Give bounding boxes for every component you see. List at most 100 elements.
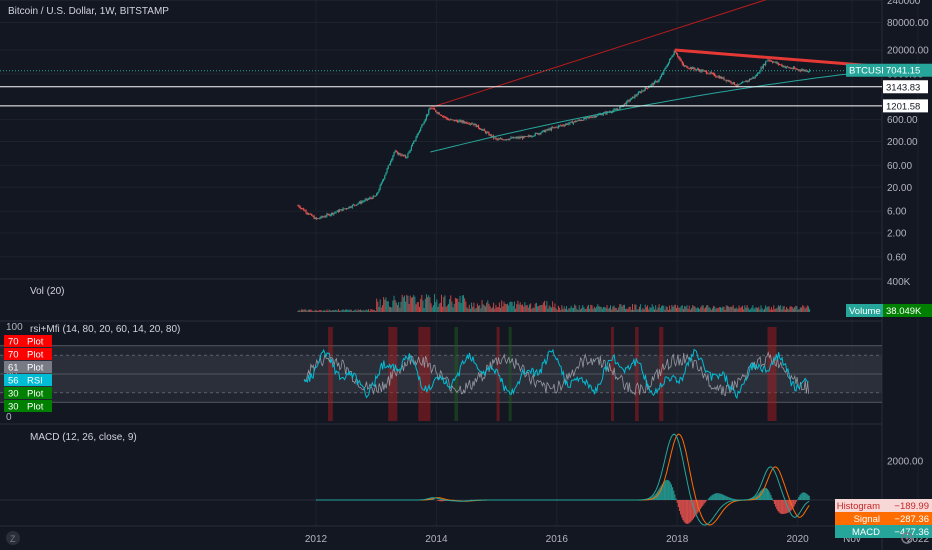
- volume-bar: [480, 308, 482, 312]
- volume-bar: [621, 306, 623, 312]
- price-candle: [323, 216, 326, 218]
- volume-bar: [738, 305, 740, 312]
- volume-bar: [399, 307, 401, 312]
- price-candle: [300, 208, 303, 210]
- price-candle: [385, 172, 387, 176]
- channel-trendline[interactable]: [430, 0, 791, 109]
- price-candle: [494, 137, 496, 139]
- macd-histogram-bar: [687, 500, 689, 524]
- macd-histogram-bar: [678, 500, 681, 511]
- price-candle: [438, 112, 440, 115]
- volume-bar: [307, 309, 309, 312]
- volume-bar: [299, 310, 301, 312]
- price-candle: [678, 56, 680, 58]
- volume-bar: [450, 295, 452, 312]
- volume-bar: [714, 306, 716, 312]
- volume-bar: [400, 301, 402, 312]
- volume-bar: [575, 305, 577, 312]
- volume-bar: [743, 309, 745, 312]
- volume-bar: [556, 309, 558, 312]
- price-candle: [657, 80, 659, 83]
- volume-bar: [473, 302, 475, 312]
- volume-bar: [606, 305, 608, 312]
- price-candle: [305, 210, 307, 213]
- price-candle: [613, 109, 615, 111]
- volume-bar: [763, 308, 765, 312]
- price-candle: [582, 120, 584, 122]
- macd-histogram-bar: [667, 479, 669, 500]
- price-candle: [562, 125, 564, 126]
- mfi-line[interactable]: [303, 351, 810, 397]
- volume-bar: [496, 307, 498, 312]
- time-tick-label: 2022: [907, 534, 930, 545]
- price-candle: [615, 109, 617, 111]
- volume-bar: [397, 304, 399, 312]
- price-candle: [423, 121, 425, 125]
- volume-pane[interactable]: 400K: [297, 277, 911, 312]
- volume-bar: [333, 310, 335, 312]
- price-candle: [432, 108, 434, 110]
- volume-bar: [421, 294, 423, 312]
- macd-histogram-bar: [712, 494, 714, 500]
- price-candle: [381, 180, 384, 183]
- macd-histogram-bar: [792, 500, 794, 509]
- macd-histogram-bar: [728, 497, 730, 500]
- macd-histogram-bar: [670, 484, 673, 500]
- price-candle: [341, 209, 343, 211]
- level-badge: 3143.83: [883, 80, 928, 94]
- rsi-line[interactable]: [303, 348, 809, 400]
- rsi-pane[interactable]: 100500: [0, 322, 882, 423]
- macd-line[interactable]: [316, 433, 810, 526]
- price-candle: [483, 129, 485, 131]
- price-candle: [633, 96, 635, 98]
- volume-bar: [350, 309, 352, 312]
- volume-bar: [386, 301, 388, 312]
- price-candle: [636, 94, 638, 96]
- volume-bar: [679, 307, 681, 312]
- volume-bar: [672, 306, 674, 312]
- volume-bar: [545, 305, 547, 312]
- price-candle: [787, 66, 789, 68]
- volume-bar: [681, 305, 683, 312]
- price-candle: [685, 65, 687, 67]
- macd-histogram-bar: [440, 500, 442, 502]
- price-candle: [506, 139, 509, 140]
- volume-bar: [380, 307, 382, 312]
- volume-bar: [598, 306, 600, 312]
- price-tick-label: 80000.00: [887, 18, 929, 29]
- price-candle: [336, 210, 338, 212]
- volume-bar: [625, 308, 627, 312]
- price-candle: [401, 154, 403, 156]
- price-candle: [458, 120, 460, 123]
- macd-histogram-bar: [432, 499, 434, 500]
- log-regression-curve[interactable]: [430, 52, 932, 153]
- volume-bar: [650, 307, 652, 312]
- volume-bar: [454, 297, 456, 312]
- price-candle: [374, 196, 377, 197]
- volume-bar: [626, 308, 628, 312]
- price-candle: [563, 125, 565, 127]
- volume-bar: [781, 309, 783, 312]
- volume-bar: [384, 299, 386, 312]
- last-price-badge: 7041.15: [883, 63, 932, 77]
- macd-pane[interactable]: 2000.00: [0, 433, 924, 526]
- volume-bar: [717, 308, 719, 312]
- price-candle: [733, 82, 735, 85]
- price-candle: [716, 76, 718, 78]
- settings-gear-icon[interactable]: [901, 532, 913, 544]
- macd-histogram-bar: [729, 497, 732, 500]
- price-candle: [564, 124, 566, 126]
- tradingview-logo[interactable]: Z: [6, 531, 20, 545]
- price-candle: [732, 82, 734, 84]
- price-candle: [567, 123, 569, 125]
- price-candle: [545, 130, 547, 133]
- time-x-axis[interactable]: 201220142016201820202022202420262028Nov: [305, 534, 932, 545]
- macd-histogram-bar: [705, 500, 707, 502]
- volume-bar: [409, 295, 411, 312]
- price-candle: [623, 103, 626, 105]
- macd-histogram-bar: [709, 497, 711, 500]
- rsi-overbought-zone: [418, 327, 431, 421]
- price-candle: [543, 130, 546, 133]
- price-candle: [540, 132, 542, 134]
